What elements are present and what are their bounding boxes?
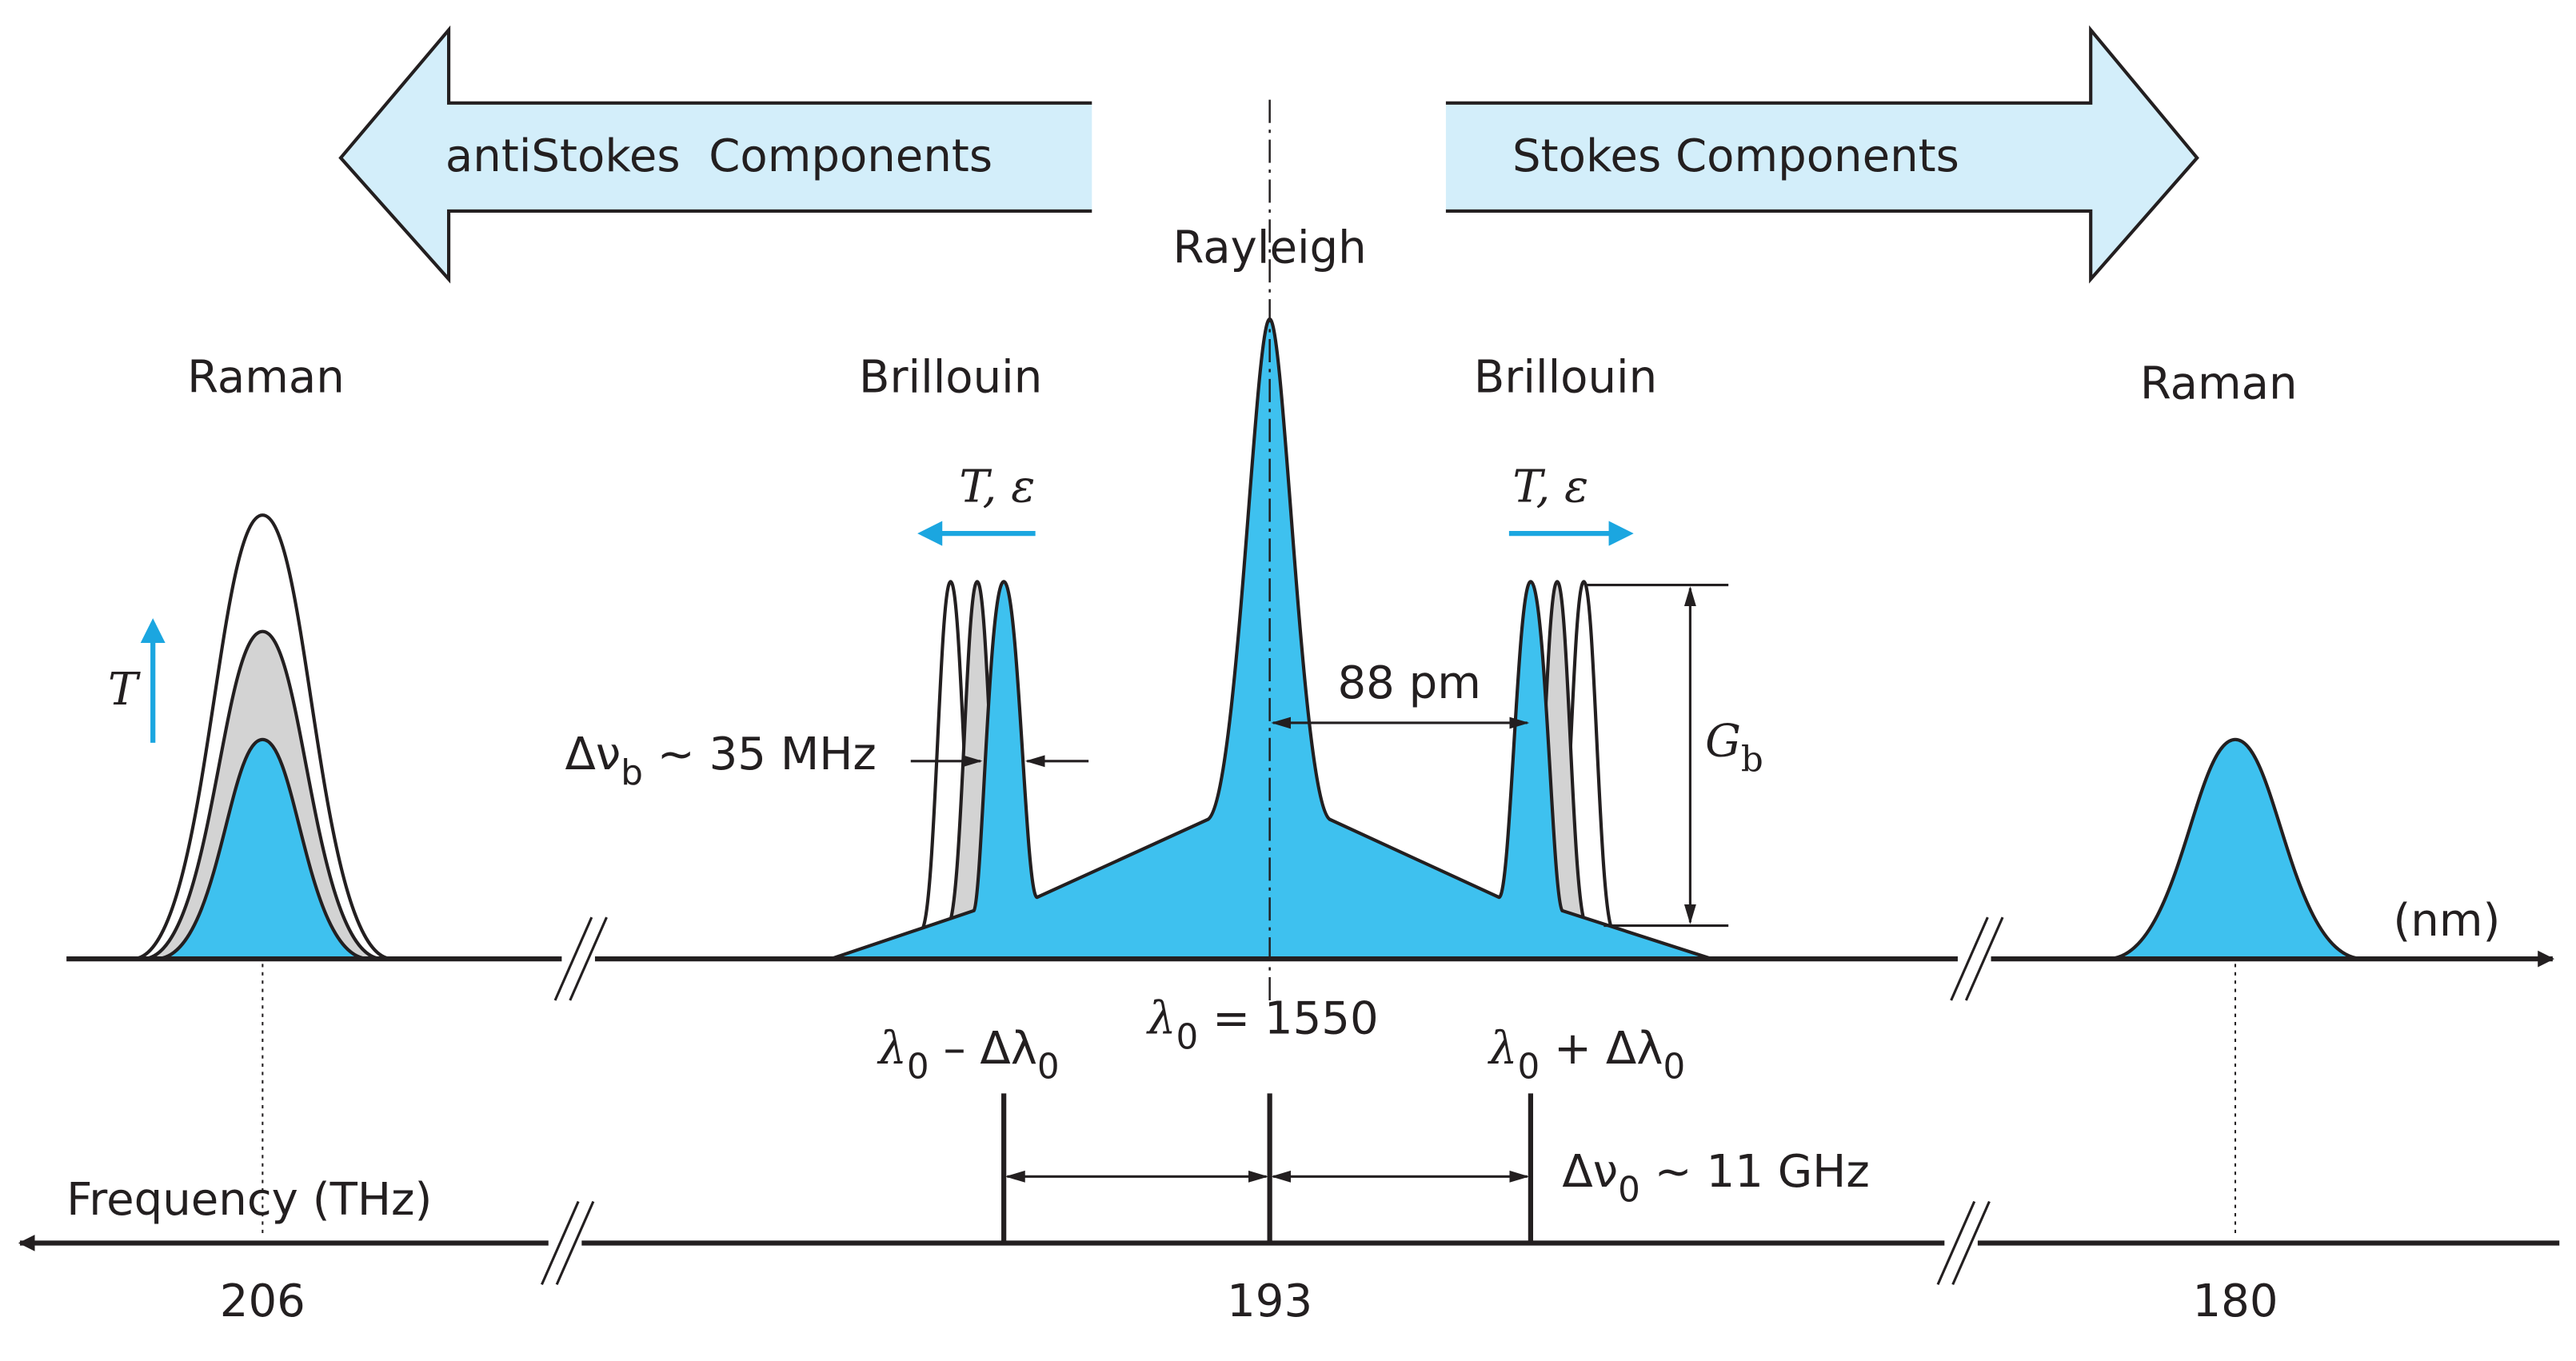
raman-right-peak [2107,737,2364,961]
raman-left-peaks [133,513,393,961]
frequency-shift-label: Δν0 ~ 11 GHz [1562,1146,1869,1211]
shift-label: T [108,664,141,716]
gain-label: Gb [1705,716,1763,780]
anti-stokes-arrow: antiStokes Components [338,25,1092,284]
spacing-label: 88 pm [1337,657,1480,709]
frequency-tick: 206 [220,1275,306,1327]
axis-break [541,1200,1991,1286]
peak-label: Brillouin [1474,351,1657,403]
peak-label: Raman [187,351,345,403]
wavelength-label: λ0 – Δλ0 [877,1023,1059,1088]
linewidth-label: Δνb ~ 35 MHz [565,728,877,793]
stokes-label: Stokes Components [1512,130,1959,182]
wavelength-label: λ0 = 1550 [1146,993,1379,1058]
shift-label: T, ε [959,461,1035,513]
frequency-tick: 180 [2192,1275,2278,1327]
frequency-label: Frequency (THz) [66,1174,432,1226]
peak-label: Brillouin [859,351,1042,403]
shift-label: T, ε [1512,461,1588,513]
wavelength-label: λ0 + Δλ0 [1488,1023,1685,1088]
anti-stokes-label: antiStokes Components [445,130,992,182]
peak-label: Raman [2140,358,2298,410]
peak-label: Rayleigh [1173,222,1367,273]
frequency-markers [1001,1093,1534,1243]
axis-break [553,916,2004,1001]
stokes-arrow: Stokes Components [1445,25,2199,284]
wavelength-unit: (nm) [2393,895,2500,947]
frequency-tick: 193 [1227,1275,1312,1327]
